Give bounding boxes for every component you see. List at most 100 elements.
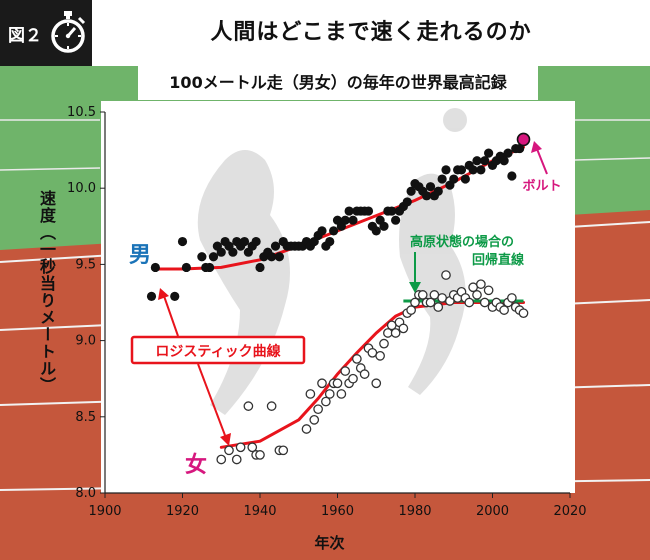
women-data-point xyxy=(348,373,358,384)
women-data-point xyxy=(371,378,382,389)
x-tick-label: 2020 xyxy=(553,504,586,519)
men-data-point xyxy=(270,241,281,251)
men-data-point xyxy=(515,143,525,154)
women-data-point xyxy=(352,354,362,364)
women-data-point xyxy=(499,305,509,315)
y-tick-label: 8.5 xyxy=(75,410,96,425)
arrowhead xyxy=(220,433,231,446)
men-data-point xyxy=(363,206,374,216)
men-data-point xyxy=(437,174,447,184)
men-data-point xyxy=(472,156,482,166)
men-data-point xyxy=(348,215,358,225)
women-data-point xyxy=(255,450,265,460)
x-tick-label: 1960 xyxy=(321,504,354,519)
x-tick-label: 1920 xyxy=(166,504,199,519)
men-data-point xyxy=(433,186,443,196)
women-data-point xyxy=(266,401,277,411)
women-data-point xyxy=(332,378,343,389)
women-data-point xyxy=(425,297,436,308)
men-data-point xyxy=(484,148,494,158)
men-data-point xyxy=(317,226,327,236)
women-data-point xyxy=(216,454,227,465)
men-data-point xyxy=(503,148,513,158)
women-data-point xyxy=(336,389,347,399)
logistic-label: ロジスティック曲線 xyxy=(155,343,280,360)
header-bar: 図２ 人間はどこまで速く走れるのか xyxy=(0,0,650,66)
men-data-point xyxy=(205,262,215,273)
men-data-point xyxy=(150,262,160,273)
men-data-point xyxy=(441,165,451,175)
women-data-point xyxy=(410,297,420,308)
women-data-point xyxy=(476,279,486,290)
women-data-point xyxy=(406,305,416,315)
men-data-point xyxy=(208,252,219,262)
women-data-point xyxy=(247,442,258,453)
men-data-point xyxy=(274,252,284,262)
arrowhead xyxy=(409,282,421,293)
women-data-point xyxy=(472,290,482,300)
men-data-point xyxy=(329,226,339,236)
men-data-point xyxy=(387,206,397,216)
chart-title: 100メートル走（男女）の毎年の世界最高記録 xyxy=(138,66,538,100)
y-tick-label: 10.0 xyxy=(67,181,96,196)
men-data-point xyxy=(216,247,226,257)
men-data-point xyxy=(379,221,389,231)
women-data-point xyxy=(235,442,246,453)
women-data-point xyxy=(518,308,529,319)
regression-label-line1: 高原状態の場合の xyxy=(410,234,514,250)
women-data-point xyxy=(340,366,351,376)
arrowhead xyxy=(531,141,542,153)
women-data-point xyxy=(305,389,316,399)
women-data-point xyxy=(375,350,385,361)
women-data-point xyxy=(224,445,234,456)
men-data-point xyxy=(267,252,277,262)
bolt-label: ボルト xyxy=(522,178,561,194)
x-tick-label: 1980 xyxy=(398,504,431,519)
men-data-point xyxy=(391,215,401,225)
women-data-point xyxy=(324,389,335,399)
men-data-point xyxy=(422,191,432,201)
men-data-point xyxy=(181,262,191,273)
logistic-pointer-women xyxy=(197,363,227,439)
women-data-point xyxy=(441,270,451,280)
stopwatch-icon xyxy=(51,11,86,53)
men-data-point xyxy=(340,215,350,225)
x-tick-label: 2000 xyxy=(476,504,509,519)
x-tick-label: 1900 xyxy=(88,504,121,519)
y-tick-label: 8.0 xyxy=(75,486,96,501)
men-data-point xyxy=(344,206,354,216)
women-data-point xyxy=(321,396,331,407)
logistic-pointer-men xyxy=(163,295,179,337)
men-data-point xyxy=(325,236,335,247)
women-data-point xyxy=(398,323,409,334)
men-data-point xyxy=(371,226,381,236)
men-data-point xyxy=(255,262,265,273)
women-data-point xyxy=(278,445,289,456)
men-data-point xyxy=(476,165,486,175)
men-data-point xyxy=(402,197,412,207)
men-data-point xyxy=(177,236,188,247)
regression-label-line2: 回帰直線 xyxy=(472,252,525,268)
women-data-point xyxy=(433,302,444,312)
women-data-point xyxy=(464,297,475,308)
men-data-point xyxy=(507,171,517,181)
y-tick-label: 9.5 xyxy=(75,257,96,272)
men-data-point xyxy=(228,247,238,257)
women-data-point xyxy=(317,378,327,389)
men-data-point xyxy=(480,156,490,166)
men-data-point xyxy=(425,182,436,192)
y-tick-label: 10.5 xyxy=(67,105,96,120)
men-data-point xyxy=(449,174,459,184)
men-data-point xyxy=(146,291,157,302)
page-title: 人間はどこまで速く走れるのか xyxy=(210,20,532,45)
women-data-point xyxy=(301,424,312,434)
men-data-point xyxy=(197,252,207,262)
women-data-point xyxy=(417,290,428,300)
women-data-point xyxy=(390,328,401,338)
men-data-point xyxy=(460,174,470,184)
men-data-point xyxy=(499,156,509,166)
women-data-point xyxy=(483,285,494,296)
women-data-point xyxy=(379,338,389,349)
x-tick-label: 1940 xyxy=(243,504,276,519)
